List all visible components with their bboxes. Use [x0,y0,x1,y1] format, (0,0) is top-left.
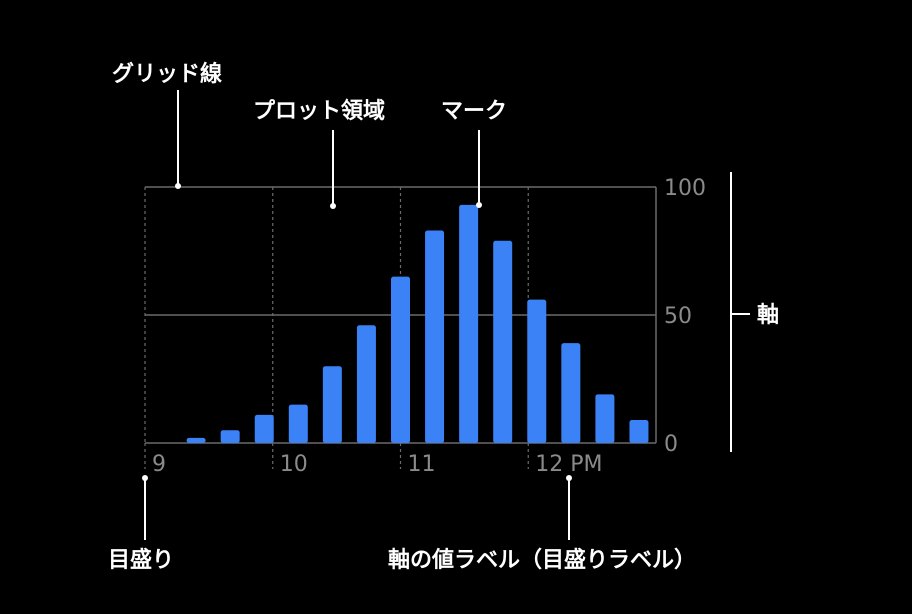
bar-mark [527,299,547,443]
bar-mark [493,240,513,443]
plot-area-leader-dot [330,203,336,209]
bar-mark [288,404,308,443]
x-tick-label: 10 [280,452,308,477]
y-tick-label: 0 [664,432,678,457]
gridline-callout: グリッド線 [112,61,222,87]
y-tick-label: 100 [664,176,706,201]
bar-mark [356,325,376,443]
x-tick-label: 12 PM [535,452,602,477]
bar-mark [220,430,240,443]
bar-mark [186,437,206,443]
bar-layer [186,204,649,443]
axis-value-label-leader-dot [566,475,572,481]
axis-value-label-callout: 軸の値ラベル（目盛りラベル） [388,547,696,573]
y-tick-label: 50 [664,304,692,329]
x-tick-label: 9 [152,452,166,477]
bar-mark [322,366,342,443]
bar-mark [561,343,581,443]
axis-callout: 軸 [757,302,779,328]
mark-callout: マーク [441,99,507,124]
mark-leader-dot [476,202,482,208]
bar-mark [425,230,445,443]
plot-area-callout: プロット領域 [253,98,385,124]
x-tick-label: 11 [408,452,436,477]
bar-mark [391,276,410,443]
tick-leader-dot [142,475,148,481]
tick-layer: 9 10 11 12 PM 100 50 0 [152,176,706,477]
bar-mark [459,204,479,443]
tick-callout: 目盛り [108,547,174,573]
bar-mark [595,394,615,443]
callout-leaders [142,90,750,540]
bar-mark [254,414,274,443]
bar-mark [629,419,649,443]
gridline-leader-dot [175,183,181,189]
